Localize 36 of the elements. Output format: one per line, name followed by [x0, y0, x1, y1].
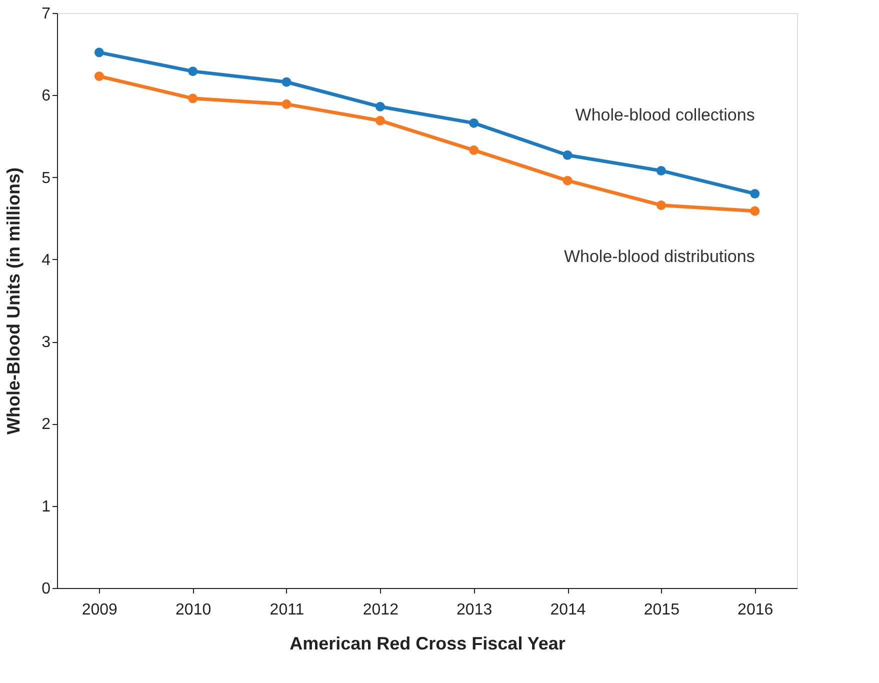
point [750, 188, 760, 198]
point [282, 77, 292, 87]
x-tick-label: 2015 [644, 602, 680, 618]
point [94, 72, 104, 81]
point [469, 145, 479, 155]
x-tick-label: 2014 [550, 602, 586, 618]
point [750, 206, 760, 216]
point [656, 200, 666, 210]
x-tick-label: 2009 [82, 602, 118, 618]
y-tick-label: 0 [42, 580, 51, 598]
point [188, 94, 198, 104]
point [94, 48, 104, 58]
series-label: Whole-blood collections [575, 106, 755, 125]
series-label: Whole-blood distributions [564, 246, 755, 266]
point [375, 102, 385, 112]
y-tick-label: 7 [42, 6, 51, 22]
point [375, 116, 385, 126]
point [656, 166, 666, 176]
y-tick-label: 5 [42, 170, 51, 187]
y-tick-label: 3 [42, 334, 51, 352]
point [562, 176, 572, 186]
x-tick-label: 2011 [270, 602, 304, 618]
y-tick-label: 6 [42, 88, 51, 105]
x-tick-label: 2016 [738, 602, 774, 618]
x-axis-title: American Red Cross Fiscal Year [290, 634, 566, 654]
y-tick-label: 1 [42, 498, 51, 516]
point [469, 118, 479, 128]
x-tick-label: 2010 [176, 602, 212, 618]
y-tick-label: 2 [42, 416, 51, 434]
y-axis-title: Whole-Blood Units (in millions) [4, 168, 24, 434]
x-tick-label: 2013 [456, 602, 492, 618]
point [282, 99, 292, 109]
x-tick-label: 2012 [362, 602, 399, 618]
point [562, 150, 572, 160]
y-tick-label: 4 [42, 252, 51, 269]
point [188, 66, 198, 76]
